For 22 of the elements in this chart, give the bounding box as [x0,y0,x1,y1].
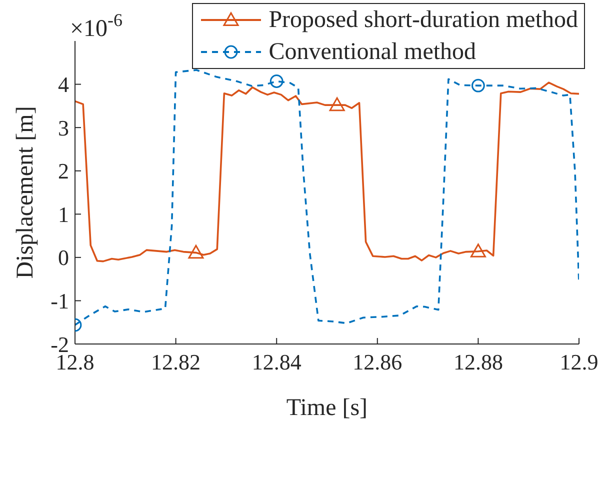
y-tick-label: 4 [58,72,69,98]
y-tick-label: 3 [58,115,69,140]
x-tick-label: 12.88 [453,350,503,375]
x-axis-title: Time [s] [286,395,368,421]
x-tick-label: 12.86 [352,350,402,375]
y-tick-label: 2 [58,158,69,184]
y-tick-label: 1 [58,202,69,227]
y-tick-label: -1 [50,288,69,314]
x-tick-label: 12.82 [151,350,201,375]
y-tick-label: 0 [58,245,69,270]
legend-label: Proposed short-duration method [268,6,578,35]
point [472,78,485,92]
x-tick-label: 12.84 [252,350,302,375]
point [329,97,345,112]
annotation: ×10$^{-6}$ [70,10,123,42]
point [188,244,204,259]
point [470,244,486,258]
legend-label: Conventional method [268,38,476,67]
point [270,74,284,88]
x-tick-label: 12.9 [560,350,598,375]
line-series [75,82,579,262]
y-axis-title: Displacement [m] [12,106,39,279]
